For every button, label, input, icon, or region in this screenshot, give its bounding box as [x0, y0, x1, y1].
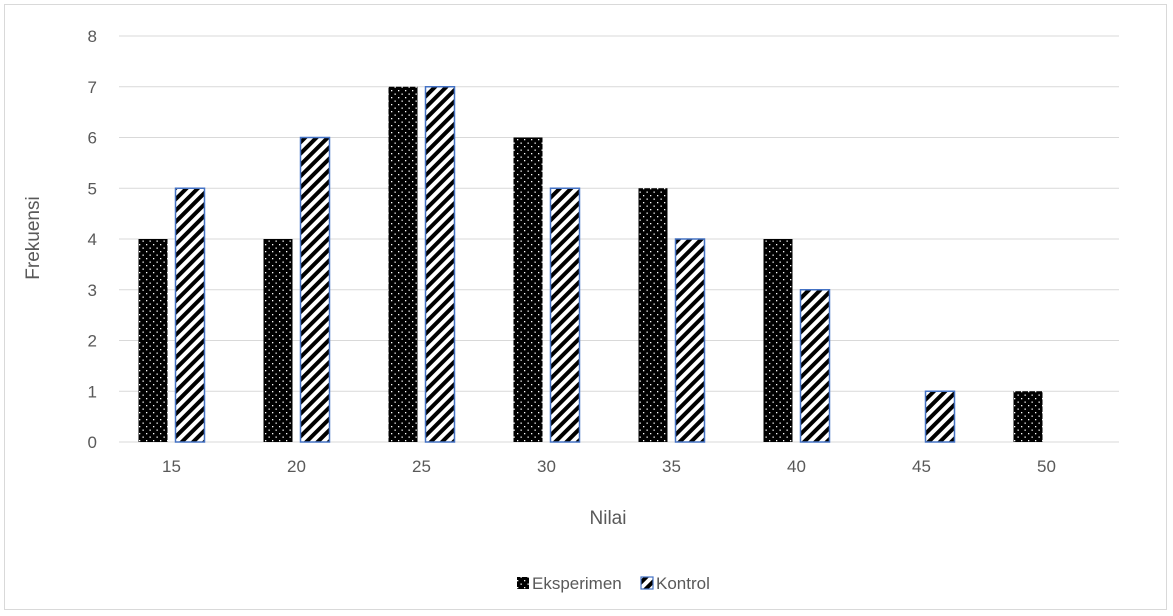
x-tick-label: 35	[662, 457, 681, 476]
x-tick-label: 45	[912, 457, 931, 476]
bar-eksperimen-30	[513, 137, 543, 442]
bar-kontrol-20	[299, 136, 331, 443]
y-tick-label: 1	[88, 382, 97, 401]
bar-kontrol-25	[424, 86, 456, 443]
y-tick-label: 0	[88, 433, 97, 452]
legend-swatch-eksperimen	[517, 577, 529, 589]
x-tick-label: 30	[537, 457, 556, 476]
y-tick-label: 5	[88, 179, 97, 198]
bar-eksperimen-35	[638, 188, 668, 442]
x-tick-label: 20	[287, 457, 306, 476]
bar-eksperimen-25	[388, 86, 418, 442]
y-axis-ticks: 0 1 2 3 4 5 6 7 8	[88, 27, 97, 452]
bar-eksperimen-20	[263, 239, 293, 442]
y-axis-label: Frekuensi	[23, 196, 44, 279]
x-tick-label: 15	[162, 457, 181, 476]
bar-kontrol-35	[674, 238, 706, 443]
x-axis-label: Nilai	[590, 508, 627, 529]
x-tick-label: 25	[412, 457, 431, 476]
bars	[138, 86, 1043, 443]
legend-swatch-kontrol	[640, 576, 654, 590]
y-tick-label: 6	[88, 129, 97, 148]
x-axis-ticks: 15 20 25 30 35 40 45 50	[162, 457, 1056, 476]
legend-label-kontrol: Kontrol	[656, 574, 710, 593]
y-tick-label: 3	[88, 281, 97, 300]
legend-label-eksperimen: Eksperimen	[532, 574, 622, 593]
bar-kontrol-40	[799, 289, 831, 443]
y-tick-label: 7	[88, 78, 97, 97]
bar-kontrol-15	[174, 187, 206, 443]
bar-eksperimen-40	[763, 239, 793, 442]
y-tick-label: 4	[88, 230, 97, 249]
bar-eksperimen-15	[138, 239, 168, 442]
y-tick-label: 8	[88, 27, 97, 46]
y-tick-label: 2	[88, 332, 97, 351]
x-tick-label: 40	[787, 457, 806, 476]
legend: Eksperimen Kontrol	[517, 574, 710, 593]
bar-eksperimen-50	[1013, 391, 1043, 442]
bar-kontrol-30	[549, 187, 581, 443]
bar-kontrol-45	[924, 390, 956, 443]
x-tick-label: 50	[1037, 457, 1056, 476]
